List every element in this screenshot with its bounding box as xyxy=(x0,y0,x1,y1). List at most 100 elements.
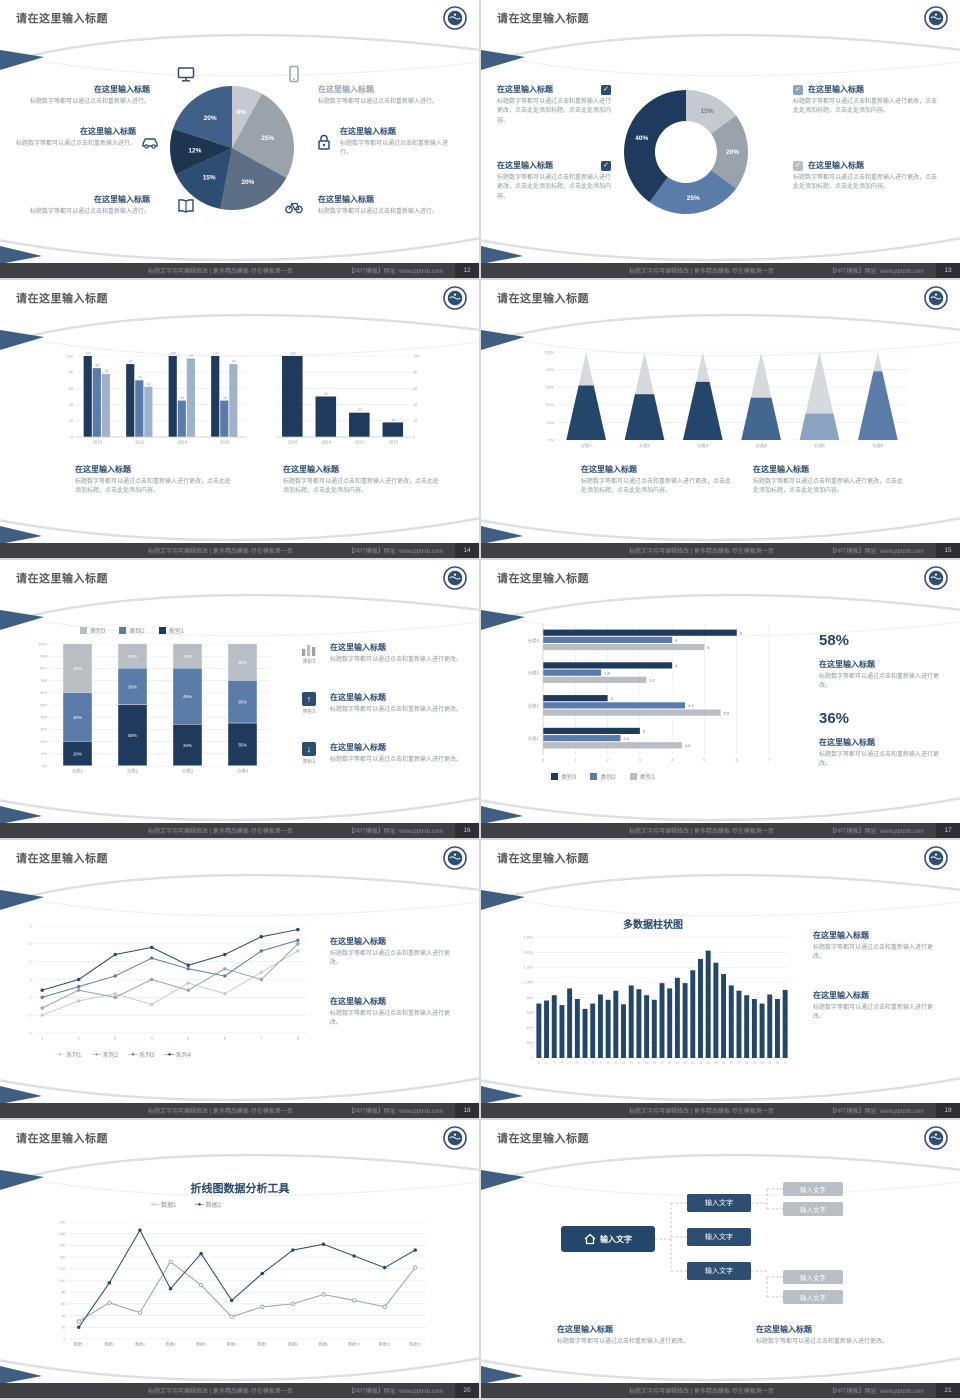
svg-text:分类2: 分类2 xyxy=(639,442,650,449)
icon-column: 类别3 xyxy=(296,642,322,665)
svg-text:0: 0 xyxy=(71,435,73,439)
svg-text:5: 5 xyxy=(30,942,32,946)
svg-text:8: 8 xyxy=(592,1061,594,1065)
slide-title: 请在这里输入标题 xyxy=(497,573,589,585)
svg-text:25%: 25% xyxy=(261,135,274,142)
slide-thumbnail-15[interactable]: 0% 20% 40% 60% 80% 100% 分类1 分类2 分类3 分类4 分类5 分类6 在这里… xyxy=(481,280,960,558)
section-block: 在这里输入标题 标题数字等都可以通过点击和重新输入进行更改。 xyxy=(756,1324,921,1347)
slide-thumbnail-14[interactable]: 0 20 40 60 80 100 100 85 78 2010 90 70 62 2012 100 45 97… xyxy=(0,280,479,558)
svg-text:100: 100 xyxy=(85,351,91,355)
footer-right-text: 【PPT模板】网址: www.pptmb.com xyxy=(828,1389,924,1395)
line-chart: 0 1 2 3 4 5 6 1 2 3 4 5 6 7 8 xyxy=(30,924,306,1041)
svg-text:分类6: 分类6 xyxy=(872,442,883,449)
footer-right-text: 【PPT模板】网址: www.pptmb.com xyxy=(828,1109,924,1115)
svg-text:分类3: 分类3 xyxy=(182,768,194,775)
lock-icon xyxy=(318,134,330,150)
svg-text:1: 1 xyxy=(574,758,577,763)
university-logo xyxy=(924,6,948,30)
legend-item: 类别1 xyxy=(629,772,655,781)
flow-subnode: 输入文字 xyxy=(783,1270,843,1284)
legend-item: 类别2 xyxy=(590,772,616,781)
svg-text:90: 90 xyxy=(129,360,133,364)
svg-text:2014: 2014 xyxy=(178,440,188,445)
slide-thumbnail-13[interactable]: 15% 20% 25% 40% 在这里输入标题 ✓ 标题数字等都可以通过点击和重新输入… xyxy=(481,0,960,278)
slide-thumbnail-20[interactable]: 折线图数据分析工具 ─○─ 数据1 ─●─ 数据2 0 20 40 60 80 100 120 1… xyxy=(0,1120,479,1398)
bicycle-icon xyxy=(285,202,303,214)
section-block: 在这里输入标题 标题数字等都可以通过点击和重新输入进行更改，点击此处添加标题，点… xyxy=(581,464,736,497)
callout-block: 在这里输入标题 标题数字等都可以通过点击和重新输入进行。 xyxy=(26,84,150,107)
slide-footer: 标题文字均可编辑修改 | 更多精品模板·尽在模板第一页 【PPT模板】网址: w… xyxy=(481,1103,960,1118)
section-title: 在这里输入标题 xyxy=(75,465,131,474)
university-logo xyxy=(924,1126,948,1150)
horizontal-bar-chart: 0 1 2 3 4 5 6 7 6 4 5 分类4 4 1.8 3.2 分类3 2 4.4 5.5 分类2 3 2.4 4.… xyxy=(528,624,771,763)
svg-text:2016: 2016 xyxy=(220,440,230,445)
legend-item: 类别3 xyxy=(80,626,105,635)
svg-text:4: 4 xyxy=(671,758,674,763)
slide-title: 请在这里输入标题 xyxy=(16,853,108,865)
stat-block: 在这里输入标题 标题数字等都可以通过点击和重新输入进行更改。 xyxy=(819,659,939,692)
svg-text:3: 3 xyxy=(643,729,646,734)
callout-title: 在这里输入标题 xyxy=(318,195,374,204)
section-block: 在这里输入标题 标题数字等都可以通过点击和重新输入进行更改。 xyxy=(557,1324,715,1347)
arrow-down-icon: ↓ xyxy=(302,742,316,756)
line-marker-icon: ─○─ xyxy=(150,1201,160,1208)
check-icon: ✓ xyxy=(793,84,803,95)
slide-thumbnail-19[interactable]: 多数据柱状图 0 200 400 600 800 1,000 1,200 1,400 1,600… xyxy=(481,840,960,1118)
checklist-block: ✓ 在这里输入标题 标题数字等都可以通过点击和重新输入进行更改，点击此处添加标题… xyxy=(793,160,939,193)
svg-text:分类1: 分类1 xyxy=(72,768,84,775)
svg-text:29: 29 xyxy=(753,1061,757,1065)
svg-text:40%: 40% xyxy=(546,403,554,407)
svg-text:35%: 35% xyxy=(238,700,247,705)
car-icon xyxy=(142,138,158,149)
block-title: 在这里输入标题 xyxy=(497,161,553,170)
svg-text:80: 80 xyxy=(62,1291,66,1295)
stat-title: 在这里输入标题 xyxy=(819,738,875,747)
legend-item: ─○─ 数据1 xyxy=(150,1200,176,1210)
svg-text:1: 1 xyxy=(538,1061,540,1065)
svg-text:8%: 8% xyxy=(237,109,247,116)
slide-thumbnail-12[interactable]: 8% 25% 20% 15% 12% 20% 在这里输入标题 标题数字等都可以通过点击和重… xyxy=(0,0,479,278)
slide-thumbnail-17[interactable]: 0 1 2 3 4 5 6 7 6 4 5 分类4 4 1.8 3.2 分类3 2 4.4 5.5 分类2 3 2.4 4.… xyxy=(481,560,960,838)
legend-item: ─●─ 系列3 xyxy=(128,1050,154,1060)
svg-text:0%: 0% xyxy=(549,438,555,442)
svg-text:2010: 2010 xyxy=(93,440,103,445)
legend-label: 类别2 xyxy=(600,775,616,781)
slide-content: 折线图数据分析工具 ─○─ 数据1 ─●─ 数据2 0 20 40 60 80 100 120 1… xyxy=(0,1120,479,1398)
slide-title: 请在这里输入标题 xyxy=(16,13,108,25)
icon-label: 类别2 xyxy=(302,709,316,715)
svg-text:5: 5 xyxy=(707,645,710,650)
check-icon: ✓ xyxy=(601,84,611,95)
svg-text:180: 180 xyxy=(60,1232,66,1236)
svg-text:40%: 40% xyxy=(73,666,82,671)
slide-thumbnail-21[interactable]: 输入文字 输入文字 输入文字 输入文字 输入文字 输入文字 输入文字 输入文字 … xyxy=(481,1120,960,1398)
grouped-bar-chart: 0 20 40 60 80 100 100 85 78 2010 90 70 62 2012 100 45 97… xyxy=(67,351,246,445)
university-logo xyxy=(443,846,467,870)
legend-label: 类别3 xyxy=(561,775,577,781)
slide-thumbnail-16[interactable]: 类别3 类别2 类别1 0% 10% 20% 30% 40% 50% 60% 70% 80% 90… xyxy=(0,560,479,838)
slide-footer: 标题文字均可编辑修改 | 更多精品模板·尽在模板第一页 【PPT模板】网址: w… xyxy=(0,823,479,838)
svg-text:0: 0 xyxy=(542,758,545,763)
svg-text:33: 33 xyxy=(783,1061,787,1065)
svg-text:40: 40 xyxy=(413,403,417,407)
stat-percentage: 36% xyxy=(819,710,850,727)
slide-content: 15% 20% 25% 40% 在这里输入标题 ✓ 标题数字等都可以通过点击和重新输入… xyxy=(481,0,960,278)
svg-text:2: 2 xyxy=(546,1061,548,1065)
feature-row: ↓ 类别1 在这里输入标题 标题数字等都可以通过点击和重新输入进行更改。 xyxy=(296,742,466,765)
svg-text:数据8: 数据8 xyxy=(288,1342,298,1347)
section-title: 在这里输入标题 xyxy=(557,1325,613,1334)
footer-left-text: 标题文字均可编辑修改 | 更多精品模板·尽在模板第一页 xyxy=(148,269,293,275)
svg-text:60%: 60% xyxy=(546,386,554,390)
svg-text:14: 14 xyxy=(637,1061,641,1065)
svg-text:2: 2 xyxy=(606,758,609,763)
callout-block: 在这里输入标题 标题数字等都可以通过点击和重新输入进行。 xyxy=(6,126,136,149)
university-logo xyxy=(443,566,467,590)
svg-text:1,000: 1,000 xyxy=(524,981,533,985)
page-number: 20 xyxy=(455,1383,479,1398)
svg-text:20: 20 xyxy=(62,1326,66,1330)
slide-title: 请在这里输入标题 xyxy=(16,1133,108,1145)
flow-subnode: 输入文字 xyxy=(783,1202,843,1216)
slide-title: 请在这里输入标题 xyxy=(497,13,589,25)
feature-row: 类别3 在这里输入标题 标题数字等都可以通过点击和重新输入进行更改。 xyxy=(296,642,466,665)
legend-item: ─●─ 数据2 xyxy=(194,1200,220,1210)
